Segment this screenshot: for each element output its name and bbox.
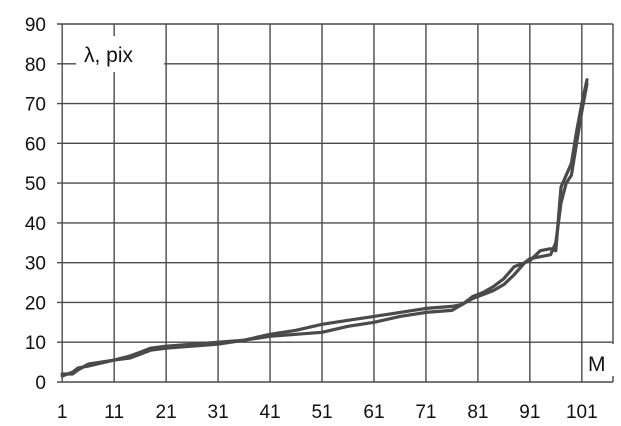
x-tick-label: 1	[57, 402, 68, 423]
x-tick-label: 61	[363, 402, 384, 423]
y-tick-label: 80	[25, 55, 46, 76]
x-tick-label: 11	[104, 402, 124, 423]
y-tick-label: 90	[25, 15, 46, 36]
y-tick-label: 10	[25, 333, 46, 354]
x-tick-label: 31	[208, 402, 229, 423]
y-axis-label: λ, pix	[84, 44, 134, 67]
x-tick-label: 71	[415, 402, 436, 423]
x-tick-label: 81	[467, 402, 488, 423]
grid	[57, 23, 614, 383]
x-axis-label-background	[583, 344, 615, 376]
x-tick-label: 21	[156, 402, 177, 423]
x-tick-label: 101	[566, 402, 598, 423]
x-axis-label: M	[588, 353, 606, 376]
x-tick-label: 51	[311, 402, 332, 423]
y-tick-label: 30	[25, 254, 46, 275]
series-line-2	[60, 78, 589, 378]
y-tick-label: 50	[25, 174, 46, 195]
x-tick-label: 91	[519, 402, 540, 423]
series-lines	[60, 78, 589, 378]
y-tick-label: 0	[35, 373, 46, 394]
y-tick-label: 70	[25, 95, 46, 116]
y-axis-label-background	[76, 36, 164, 72]
y-tick-label: 20	[25, 293, 46, 314]
x-tick-label: 41	[259, 402, 280, 423]
y-tick-label: 60	[25, 134, 46, 155]
tick-labels: 1 11 21 31 41 51 61 71 81 91 101010203040506070809…	[25, 15, 598, 423]
y-tick-label: 40	[25, 214, 46, 235]
